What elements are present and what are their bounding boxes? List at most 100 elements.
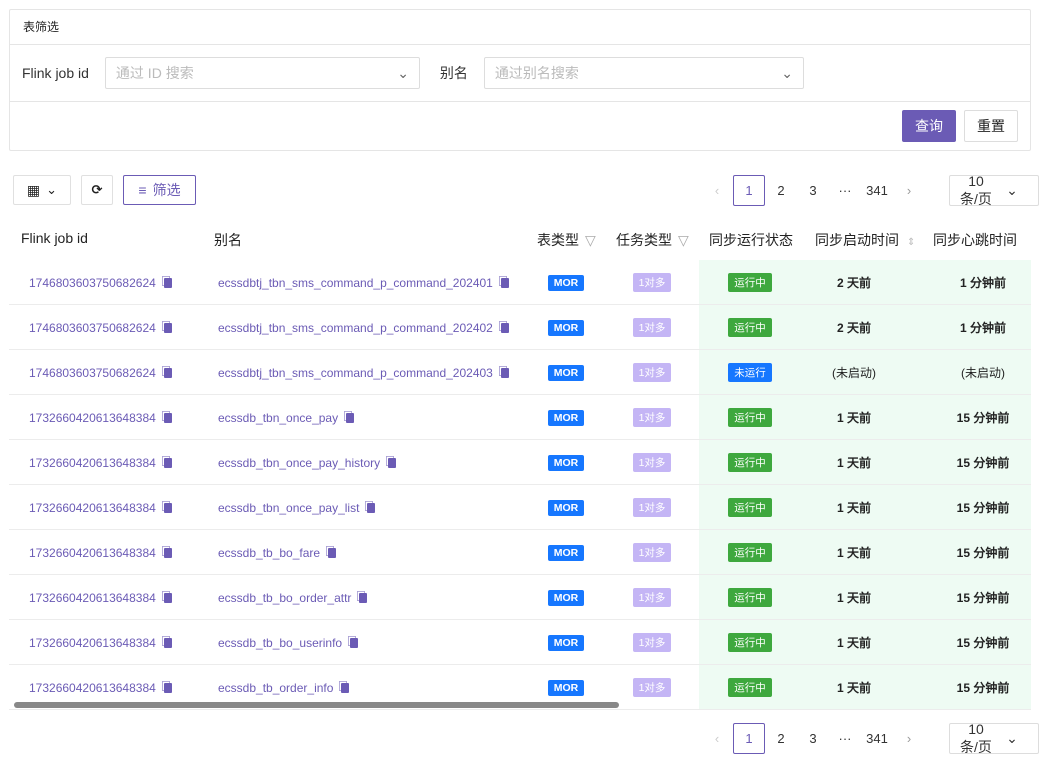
start-time: 1 天前: [836, 546, 871, 560]
task-type-tag: 1对多: [632, 363, 672, 382]
copy-icon[interactable]: [346, 412, 355, 423]
alias-link[interactable]: ecssdb_tb_order_info: [218, 680, 334, 695]
job-id-link[interactable]: 1746803603750682624: [29, 365, 156, 380]
filter-icon[interactable]: ▽: [585, 232, 596, 248]
next-page-button[interactable]: ›: [906, 183, 912, 198]
copy-icon[interactable]: [163, 457, 172, 468]
prev-page-button[interactable]: ‹: [714, 731, 720, 746]
column-header-label: Flink job id: [21, 230, 88, 246]
copy-icon[interactable]: [163, 682, 172, 693]
alias-link[interactable]: ecssdbtj_tbn_sms_command_p_command_20240…: [218, 320, 493, 335]
alias-link[interactable]: ecssdb_tbn_once_pay: [218, 410, 339, 425]
refresh-button[interactable]: ⟳: [81, 175, 113, 205]
status-badge: 未运行: [728, 363, 772, 382]
column-header-label: 同步运行状态: [709, 232, 793, 248]
task-type-tag: 1对多: [632, 543, 672, 562]
copy-icon[interactable]: [163, 367, 172, 378]
alias-link[interactable]: ecssdb_tb_bo_fare: [218, 545, 321, 560]
table-row: 1732660420613648384 ecssdb_tbn_once_pay_…: [9, 440, 1031, 485]
job-id-link[interactable]: 1732660420613648384: [29, 635, 156, 650]
alias-link[interactable]: ecssdb_tbn_once_pay_list: [218, 500, 360, 515]
pagination: ‹ 1 2 3 ··· 341 › 10条/页 ⌄: [701, 173, 1039, 207]
next-page-button[interactable]: ›: [906, 731, 912, 746]
copy-icon[interactable]: [163, 637, 172, 648]
start-time: 1 天前: [836, 681, 871, 695]
table-row: 1732660420613648384 ecssdb_tb_bo_order_a…: [9, 575, 1031, 620]
task-type-tag: 1对多: [632, 633, 672, 652]
copy-icon[interactable]: [163, 277, 172, 288]
horizontal-scrollbar[interactable]: [14, 702, 619, 708]
page-1[interactable]: 2: [777, 183, 785, 198]
alias-link[interactable]: ecssdb_tb_bo_order_attr: [218, 590, 352, 605]
alias-link[interactable]: ecssdbtj_tbn_sms_command_p_command_20240…: [218, 275, 493, 290]
status-badge: 运行中: [728, 408, 772, 427]
job-id-select[interactable]: 通过 ID 搜索 ⌄: [104, 57, 420, 89]
column-header: 表类型 ▽: [537, 230, 596, 250]
task-type-tag: 1对多: [632, 273, 672, 292]
copy-icon[interactable]: [163, 322, 172, 333]
filter-title: 表筛选: [10, 10, 1030, 45]
copy-icon[interactable]: [500, 277, 509, 288]
heartbeat-time: (未启动): [961, 366, 1005, 380]
copy-icon[interactable]: [163, 592, 172, 603]
status-badge: 运行中: [728, 588, 772, 607]
chevron-down-icon: ⌄: [1006, 730, 1018, 746]
status-badge: 运行中: [728, 453, 772, 472]
page-3[interactable]: ···: [838, 183, 852, 198]
alias-link[interactable]: ecssdbtj_tbn_sms_command_p_command_20240…: [218, 365, 493, 380]
column-header: 同步启动时间 ⇕: [815, 230, 915, 250]
prev-page-button[interactable]: ‹: [714, 183, 720, 198]
table-row: 1732660420613648384 ecssdb_tb_order_info…: [9, 665, 1031, 710]
filter-button[interactable]: ≡ 筛选: [123, 175, 196, 205]
column-header-label: 同步启动时间: [815, 232, 899, 248]
alias-select[interactable]: 通过别名搜索 ⌄: [483, 57, 804, 89]
reset-button[interactable]: 重置: [964, 110, 1018, 142]
heartbeat-time: 15 分钟前: [956, 591, 1010, 605]
copy-icon[interactable]: [500, 322, 509, 333]
copy-icon[interactable]: [341, 682, 350, 693]
copy-icon[interactable]: [359, 592, 368, 603]
job-id-link[interactable]: 1746803603750682624: [29, 275, 156, 290]
job-id-link[interactable]: 1732660420613648384: [29, 545, 156, 560]
grid-icon: ▦: [26, 181, 41, 198]
job-id-link[interactable]: 1732660420613648384: [29, 500, 156, 515]
status-badge: 运行中: [728, 318, 772, 337]
page-0[interactable]: 1: [733, 723, 765, 754]
copy-icon[interactable]: [163, 502, 172, 513]
copy-icon[interactable]: [367, 502, 376, 513]
job-id-link[interactable]: 1732660420613648384: [29, 455, 156, 470]
alias-link[interactable]: ecssdb_tb_bo_userinfo: [218, 635, 343, 650]
page-4[interactable]: 341: [866, 183, 888, 198]
copy-icon[interactable]: [163, 547, 172, 558]
page-1[interactable]: 2: [777, 731, 785, 746]
copy-icon[interactable]: [163, 412, 172, 423]
copy-icon[interactable]: [350, 637, 359, 648]
page-size-select[interactable]: 10条/页 ⌄: [949, 721, 1039, 755]
page-size-select[interactable]: 10条/页 ⌄: [949, 173, 1039, 207]
copy-icon[interactable]: [388, 457, 397, 468]
alias-placeholder: 通过别名搜索: [494, 65, 579, 81]
filter-button-label: 筛选: [152, 182, 181, 198]
start-time: 2 天前: [836, 321, 871, 335]
job-id-link[interactable]: 1732660420613648384: [29, 680, 156, 695]
job-id-link[interactable]: 1746803603750682624: [29, 320, 156, 335]
filter-icon[interactable]: ▽: [678, 232, 689, 248]
job-id-link[interactable]: 1732660420613648384: [29, 590, 156, 605]
page-3[interactable]: ···: [838, 731, 852, 746]
copy-icon[interactable]: [500, 367, 509, 378]
copy-icon[interactable]: [328, 547, 337, 558]
alias-link[interactable]: ecssdb_tbn_once_pay_history: [218, 455, 381, 470]
heartbeat-time: 15 分钟前: [956, 546, 1010, 560]
column-header-label: 表类型: [537, 232, 579, 248]
table-type-tag: MOR: [547, 679, 585, 696]
refresh-icon: ⟳: [91, 182, 103, 197]
page-0[interactable]: 1: [733, 175, 765, 206]
column-settings-button[interactable]: ▦ ⌄: [13, 175, 71, 205]
job-id-link[interactable]: 1732660420613648384: [29, 410, 156, 425]
page-4[interactable]: 341: [866, 731, 888, 746]
sort-icon[interactable]: ⇕: [907, 237, 916, 248]
page-2[interactable]: 3: [809, 731, 817, 746]
heartbeat-time: 15 分钟前: [956, 636, 1010, 650]
page-2[interactable]: 3: [809, 183, 817, 198]
query-button[interactable]: 查询: [902, 110, 956, 142]
